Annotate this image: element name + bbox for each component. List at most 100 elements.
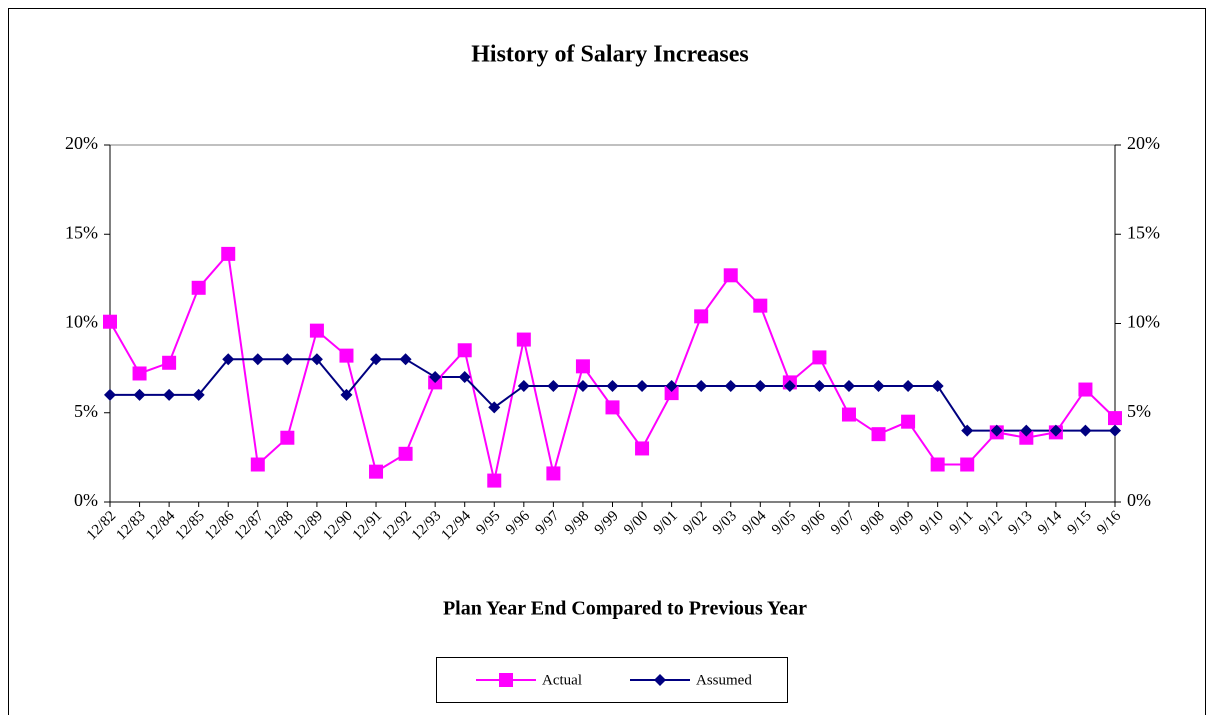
- data-point: [546, 466, 561, 481]
- data-point: [871, 427, 886, 442]
- x-tick-label: 9/98: [562, 508, 592, 538]
- x-tick-label: 12/82: [84, 508, 119, 543]
- data-point: [222, 353, 235, 366]
- data-point: [901, 414, 916, 429]
- data-point: [399, 353, 412, 366]
- x-tick-label: 9/12: [976, 508, 1006, 538]
- data-point: [192, 388, 205, 401]
- y2-tick-label: 0%: [1127, 490, 1151, 510]
- data-point: [250, 457, 265, 472]
- series-line: [110, 358, 1115, 432]
- x-tick-label: 9/01: [651, 508, 681, 538]
- data-point: [370, 353, 383, 366]
- y-tick-label: 0%: [74, 490, 98, 510]
- x-tick-label: 9/02: [680, 508, 710, 538]
- x-tick-label: 12/83: [113, 508, 148, 543]
- data-point: [694, 309, 709, 324]
- data-point: [930, 457, 945, 472]
- data-point: [1019, 430, 1034, 445]
- legend-marker: [654, 674, 666, 686]
- data-point: [457, 343, 472, 358]
- x-tick-label: 9/96: [503, 508, 534, 539]
- data-point: [1079, 424, 1092, 437]
- x-tick-label: 12/94: [438, 508, 474, 544]
- data-point: [931, 379, 944, 392]
- x-tick-label: 12/88: [261, 508, 296, 543]
- x-tick-label: 9/99: [592, 508, 622, 538]
- data-point: [1108, 411, 1122, 426]
- y2-tick-label: 10%: [1127, 312, 1160, 332]
- data-point: [872, 379, 885, 392]
- x-tick-label: 12/92: [379, 508, 414, 543]
- data-point: [842, 379, 855, 392]
- x-tick-label: 9/11: [947, 508, 977, 538]
- chart-frame: [8, 8, 1206, 715]
- data-point: [812, 350, 827, 365]
- data-point: [309, 323, 324, 338]
- data-point: [753, 298, 768, 313]
- data-point: [723, 268, 738, 283]
- x-tick-label: 9/15: [1065, 508, 1095, 538]
- x-tick-label: 9/04: [739, 508, 770, 539]
- data-point: [281, 353, 294, 366]
- y2-tick-label: 20%: [1127, 133, 1160, 153]
- data-point: [665, 379, 678, 392]
- legend-marker: [499, 673, 513, 687]
- data-point: [841, 407, 856, 422]
- y2-tick-label: 5%: [1127, 401, 1151, 421]
- x-tick-label: 9/10: [917, 508, 947, 538]
- y-tick-label: 15%: [65, 222, 98, 242]
- data-point: [133, 388, 146, 401]
- data-point: [339, 348, 354, 363]
- data-point: [635, 441, 650, 456]
- data-point: [163, 388, 176, 401]
- data-point: [1078, 382, 1093, 397]
- data-point: [104, 388, 116, 401]
- data-point: [162, 355, 177, 370]
- data-point: [280, 430, 295, 445]
- data-point: [1109, 424, 1121, 437]
- x-tick-label: 9/09: [887, 508, 917, 538]
- x-tick-label: 9/07: [828, 508, 859, 539]
- legend-item: Assumed: [630, 672, 752, 688]
- data-point: [664, 386, 679, 401]
- x-tick-label: 9/03: [710, 508, 740, 538]
- x-tick-label: 12/87: [232, 508, 268, 544]
- data-point: [576, 379, 589, 392]
- data-point: [783, 379, 796, 392]
- data-point: [605, 400, 620, 415]
- x-tick-label: 9/16: [1094, 508, 1125, 539]
- data-point: [251, 353, 264, 366]
- legend-item: Actual: [476, 672, 582, 688]
- data-point: [754, 379, 767, 392]
- data-point: [813, 379, 826, 392]
- data-point: [1049, 424, 1062, 437]
- data-point: [547, 379, 560, 392]
- data-point: [902, 379, 915, 392]
- data-point: [191, 280, 206, 295]
- data-point: [132, 366, 147, 381]
- x-tick-label: 12/85: [172, 508, 207, 543]
- chart-title: History of Salary Increases: [471, 42, 749, 68]
- x-tick-label: 9/08: [858, 508, 888, 538]
- x-tick-label: 9/13: [1005, 508, 1035, 538]
- y-tick-label: 10%: [65, 312, 98, 332]
- y-tick-label: 5%: [74, 401, 98, 421]
- data-point: [310, 353, 323, 366]
- x-tick-label: 9/97: [532, 508, 563, 539]
- data-point: [575, 359, 590, 374]
- y-tick-label: 20%: [65, 133, 98, 153]
- x-tick-label: 9/05: [769, 508, 799, 538]
- x-tick-label: 9/00: [621, 508, 651, 538]
- x-tick-label: 9/06: [798, 508, 829, 539]
- x-tick-label: 12/90: [320, 508, 355, 543]
- data-point: [488, 401, 501, 414]
- y2-tick-label: 15%: [1127, 222, 1160, 242]
- data-point: [724, 379, 737, 392]
- data-point: [487, 473, 502, 488]
- legend-label: Assumed: [696, 672, 752, 688]
- x-tick-label: 12/89: [291, 508, 326, 543]
- data-point: [517, 379, 530, 392]
- data-point: [516, 332, 531, 347]
